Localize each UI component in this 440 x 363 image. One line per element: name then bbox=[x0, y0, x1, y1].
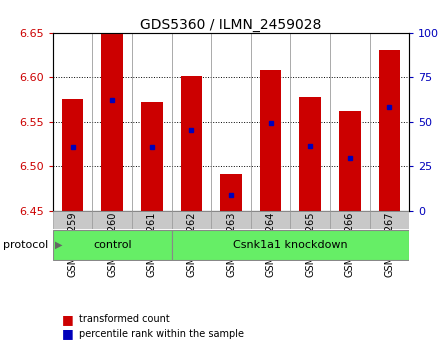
Text: protocol: protocol bbox=[3, 240, 48, 250]
Bar bbox=[260, 70, 282, 211]
Bar bbox=[251, 211, 290, 229]
Text: GSM1278265: GSM1278265 bbox=[305, 212, 315, 277]
Text: GSM1278266: GSM1278266 bbox=[345, 212, 355, 277]
Text: ■: ■ bbox=[62, 327, 73, 340]
Text: percentile rank within the sample: percentile rank within the sample bbox=[79, 329, 244, 339]
Bar bbox=[378, 50, 400, 211]
Text: ▶: ▶ bbox=[55, 240, 62, 250]
Bar bbox=[172, 230, 409, 260]
Text: GSM1278260: GSM1278260 bbox=[107, 212, 117, 277]
Text: GSM1278267: GSM1278267 bbox=[385, 212, 394, 277]
Text: control: control bbox=[93, 240, 132, 250]
Text: Csnk1a1 knockdown: Csnk1a1 knockdown bbox=[233, 240, 348, 250]
Text: transformed count: transformed count bbox=[79, 314, 170, 325]
Bar bbox=[132, 211, 172, 229]
Text: GSM1278264: GSM1278264 bbox=[266, 212, 275, 277]
Bar bbox=[290, 211, 330, 229]
Bar bbox=[180, 76, 202, 211]
Text: GSM1278259: GSM1278259 bbox=[68, 212, 77, 277]
Title: GDS5360 / ILMN_2459028: GDS5360 / ILMN_2459028 bbox=[140, 18, 322, 32]
Bar bbox=[330, 211, 370, 229]
Text: ■: ■ bbox=[62, 313, 73, 326]
Bar bbox=[53, 230, 172, 260]
Bar bbox=[299, 97, 321, 211]
Bar bbox=[53, 211, 92, 229]
Text: GSM1278263: GSM1278263 bbox=[226, 212, 236, 277]
Bar bbox=[92, 211, 132, 229]
Bar bbox=[141, 102, 163, 211]
Bar bbox=[220, 174, 242, 211]
Bar bbox=[339, 111, 361, 211]
Bar bbox=[62, 99, 84, 211]
Bar bbox=[172, 211, 211, 229]
Text: GSM1278261: GSM1278261 bbox=[147, 212, 157, 277]
Text: GSM1278262: GSM1278262 bbox=[187, 212, 196, 277]
Bar bbox=[370, 211, 409, 229]
Bar bbox=[211, 211, 251, 229]
Bar bbox=[101, 33, 123, 211]
